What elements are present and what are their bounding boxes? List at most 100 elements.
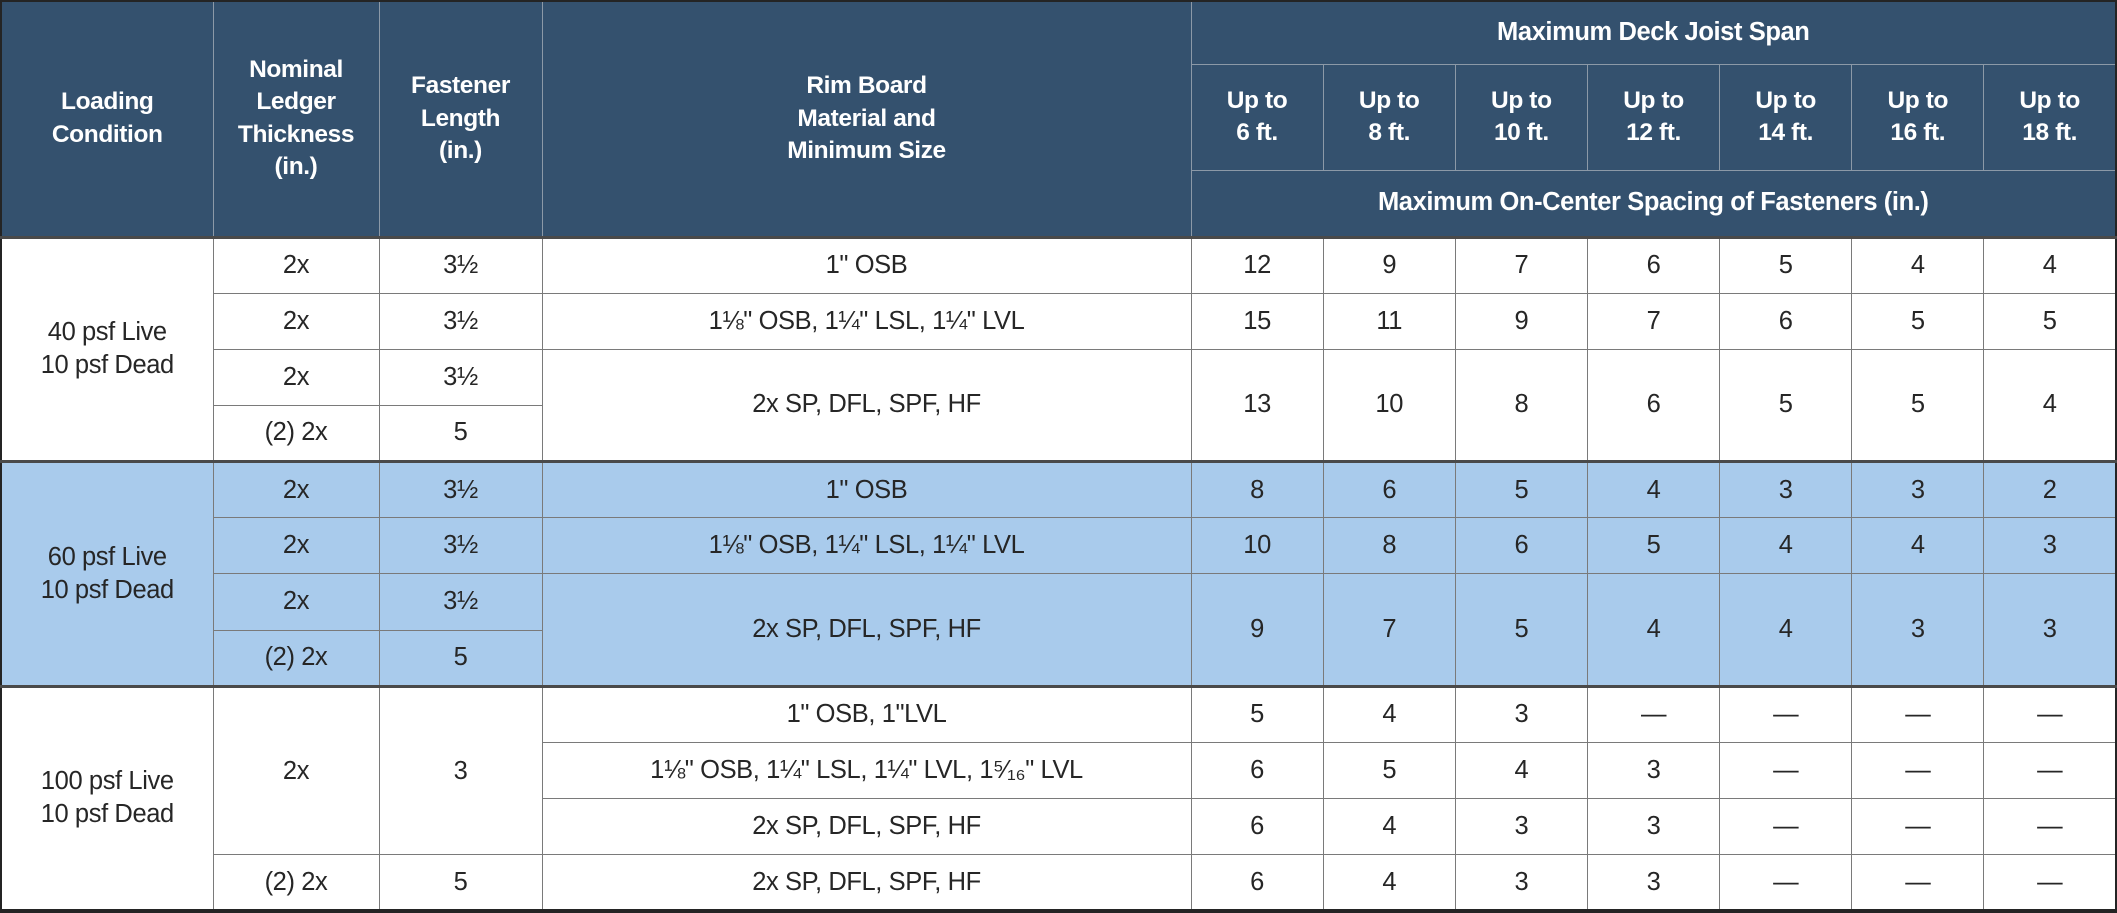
header-rim-board-material: Rim Board Material and Minimum Size [541, 0, 1192, 238]
spacing-value-cell: 3 [1851, 461, 1985, 519]
spacing-value-cell: 3 [1454, 854, 1588, 912]
spacing-value-cell: 3 [1719, 461, 1853, 519]
table-row: 2x 3½ 1⅛" OSB, 1¼" LSL, 1¼" LVL 10 8 6 5 4 4 3 [1, 517, 2117, 575]
header-span-col-4: Up to 12 ft. [1586, 63, 1721, 171]
spacing-value-cell: 4 [1586, 573, 1721, 687]
spacing-value-cell: 4 [1719, 573, 1853, 687]
spacing-value-cell: 5 [1851, 292, 1985, 350]
ledger-thickness-cell: (2) 2x [212, 854, 380, 912]
table-row: 2x SP, DFL, SPF, HF 6 4 3 3— — — [1, 798, 2117, 856]
spacing-value-cell: 11 [1322, 292, 1456, 350]
table-row: 100 psf Live 10 psf Dead 2x 3 1" OSB, 1"LVL… [0, 685, 2117, 912]
fastener-length-cell: 5 [378, 629, 543, 687]
spacing-value-cell: 8 [1190, 461, 1324, 519]
spacing-value-cell: — [1719, 798, 1853, 856]
spacing-value-cell: 10 [1322, 348, 1456, 463]
spacing-value-cell: 3 [1851, 573, 1985, 687]
table-row: (2) 2x 5 [1, 629, 2116, 687]
table-row: 60 psf Live 10 psf Dead 2x 3½ 1" OSB 8 6 5 4 3 3 2 [0, 461, 2117, 687]
rim-board-cell: 1" OSB [541, 461, 1192, 519]
spacing-value-cell: 13 [1190, 348, 1324, 463]
fastener-length-cell: 3 [378, 685, 543, 856]
header-row-spacing-title: Maximum On-Center Spacing of Fasteners (… [1, 169, 2117, 238]
spacing-value-cell: 6 [1586, 348, 1721, 463]
header-maximum-deck-joist-span: Maximum Deck Joist Span [1190, 0, 2117, 65]
table-row: 2x 3½ 1⅛" OSB, 1¼" LSL, 1¼" LVL 15 11 9 7 6 5 5 [1, 292, 2117, 350]
ledger-thickness-cell: 2x [212, 348, 380, 406]
spacing-value-cell: 3 [1983, 573, 2117, 687]
spacing-value-cell: 5 [1586, 517, 1721, 575]
spacing-value-cell: 6 [1190, 798, 1324, 856]
spacing-value-cell: — [1983, 854, 2117, 912]
ledger-thickness-cell: 2x [212, 236, 380, 294]
ledger-thickness-cell: 2x [212, 292, 380, 350]
spacing-value-cell: 5 [1719, 236, 1853, 294]
spacing-value-cell: 6 [1190, 741, 1324, 800]
spacing-value-cell: 10 [1190, 517, 1324, 575]
spacing-value-cell: 9 [1190, 573, 1324, 687]
ledger-thickness-cell: 2x [212, 685, 380, 856]
spacing-value-cell: 4 [1983, 236, 2117, 294]
ledger-thickness-cell: 2x [212, 517, 380, 575]
spacing-value-cell: 2 [1983, 461, 2117, 519]
ledger-thickness-cell: 2x [212, 573, 380, 631]
spacing-value-cell: — [1586, 685, 1721, 743]
spacing-value-cell: 8 [1322, 517, 1456, 575]
fastener-length-cell: 3½ [378, 348, 543, 406]
ledger-thickness-cell: (2) 2x [212, 404, 380, 463]
rim-board-cell: 1⅛" OSB, 1¼" LSL, 1¼" LVL [541, 292, 1192, 350]
spacing-value-cell: 5 [1719, 348, 1853, 463]
spacing-value-cell: — [1851, 798, 1985, 856]
fastener-length-cell: 5 [378, 404, 543, 463]
spacing-value-cell: — [1983, 798, 2117, 856]
header-span-col-5: Up to 14 ft. [1719, 63, 1853, 171]
table-header: Loading Condition Nominal Ledger Thicknes… [0, 0, 2117, 238]
spacing-value-cell: 3 [1983, 517, 2117, 575]
header-nominal-ledger-thickness: Nominal Ledger Thickness (in.) [212, 0, 380, 238]
spacing-value-cell: 9 [1454, 292, 1588, 350]
rim-board-cell: 1" OSB, 1"LVL [541, 685, 1192, 743]
fastener-length-cell: 5 [378, 854, 543, 912]
spacing-value-cell: 3 [1586, 798, 1721, 856]
spacing-value-cell: — [1851, 741, 1985, 800]
header-row-span-columns: Up to 6 ft. Up to 8 ft. Up to 10 ft. Up to … [1, 63, 2117, 171]
rim-board-cell: 2x SP, DFL, SPF, HF [541, 348, 1192, 463]
header-fastener-length: Fastener Length (in.) [378, 0, 543, 238]
header-span-col-6: Up to 16 ft. [1851, 63, 1985, 171]
spacing-value-cell: 3 [1454, 798, 1588, 856]
spacing-value-cell: 7 [1586, 292, 1721, 350]
spacing-value-cell: — [1983, 685, 2117, 743]
spacing-value-cell: 5 [1322, 741, 1456, 800]
spacing-value-cell: 6 [1586, 236, 1721, 294]
fastener-length-cell: 3½ [378, 292, 543, 350]
spacing-value-cell: — [1719, 854, 1853, 912]
fastener-length-cell: 3½ [378, 461, 543, 519]
loading-group-3: 100 psf Live 10 psf Dead 2x 3 1" OSB, 1"LVL… [0, 685, 2117, 912]
rim-board-cell: 1" OSB [541, 236, 1192, 294]
spacing-value-cell: 6 [1719, 292, 1853, 350]
table-row: (2) 2x 5 2x SP, DFL, SPF, HF 6 4 3 3— — — [1, 854, 2117, 912]
rim-board-cell: 2x SP, DFL, SPF, HF [541, 798, 1192, 856]
spacing-value-cell: 5 [1454, 461, 1588, 519]
spacing-value-cell: — [1719, 685, 1853, 743]
rim-board-cell: 2x SP, DFL, SPF, HF [541, 854, 1192, 912]
spacing-value-cell: — [1719, 741, 1853, 800]
spacing-value-cell: 4 [1454, 741, 1588, 800]
spacing-value-cell: 5 [1454, 573, 1588, 687]
spacing-value-cell: 3 [1454, 685, 1588, 743]
spacing-value-cell: 4 [1851, 236, 1985, 294]
spacing-value-cell: — [1983, 741, 2117, 800]
table-row: 2x 3½ 2x SP, DFL, SPF, HF 9 7 5 4 4 3 3 [1, 573, 2117, 687]
rim-board-cell: 2x SP, DFL, SPF, HF [541, 573, 1192, 687]
spacing-value-cell: 12 [1190, 236, 1324, 294]
rim-board-cell: 1⅛" OSB, 1¼" LSL, 1¼" LVL [541, 517, 1192, 575]
spacing-value-cell: 5 [1983, 292, 2117, 350]
spacing-value-cell: 6 [1322, 461, 1456, 519]
ledger-thickness-cell: 2x [212, 461, 380, 519]
spacing-value-cell: 6 [1190, 854, 1324, 912]
spacing-value-cell: 3 [1586, 854, 1721, 912]
table-row: 1⅛" OSB, 1¼" LSL, 1¼" LVL, 1⁵⁄₁₆" LVL 6 5 4… [1, 741, 2117, 800]
spacing-value-cell: 4 [1586, 461, 1721, 519]
